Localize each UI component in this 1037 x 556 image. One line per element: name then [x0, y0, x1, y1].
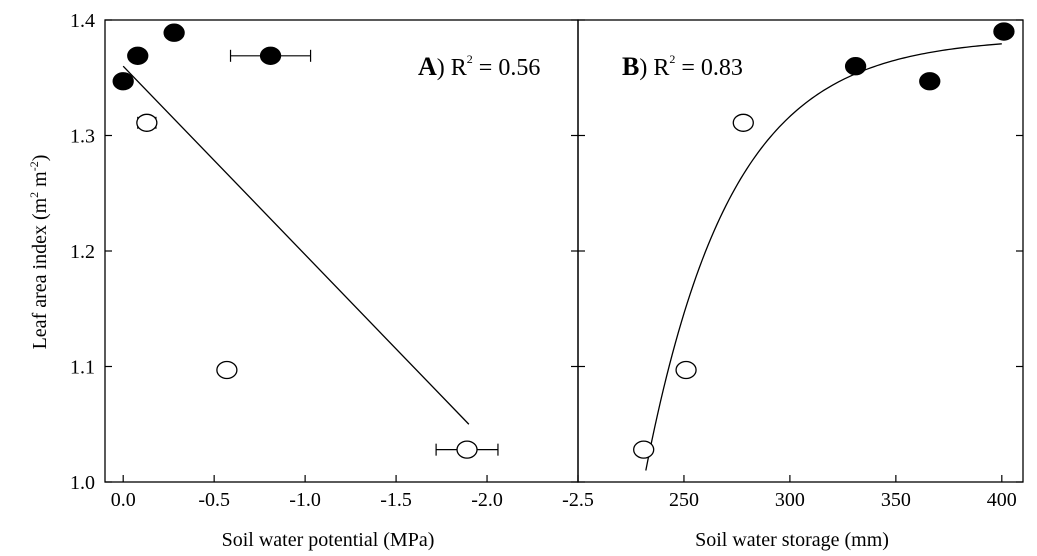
panel-b-frame — [577, 19, 1024, 483]
panel-b-points — [633, 22, 1015, 459]
panel-a-letter: A — [418, 52, 437, 81]
panel-b-x-tick-label: 300 — [775, 489, 805, 511]
panel-b-ticks: 250 300 350 400 — [578, 19, 1023, 511]
panel-a-y-tick-label: 1.1 — [70, 357, 95, 379]
y-axis-title-sup2: -2 — [27, 161, 41, 171]
panel-a-r2-label: ) R — [437, 55, 467, 81]
data-point-open — [216, 360, 238, 380]
panel-a-regression-line — [122, 65, 470, 425]
panel-a-x-tick-label: -2.5 — [562, 489, 594, 511]
y-axis-title-sup1: 2 — [27, 192, 41, 198]
data-point-open — [732, 113, 754, 132]
y-axis-title-mid: m — [29, 171, 51, 192]
data-point-filled — [844, 57, 867, 76]
panel-a-r2-value: = 0.56 — [473, 55, 541, 81]
panel-a: 0.0 -0.5 -1.0 -1.5 -2.0 -2.5 1.0 1.1 1.2 1.3 1.4 A… — [70, 10, 594, 551]
panel-b-x-axis-title: Soil water storage (mm) — [695, 529, 889, 551]
panel-a-fit-line — [122, 65, 470, 425]
panel-b-r2-label: ) R — [639, 55, 669, 81]
panel-b-x-tick-label: 250 — [669, 489, 699, 511]
panel-b-x-tick-label: 400 — [987, 489, 1017, 511]
y-axis-title: Leaf area index (m2 m-2) — [27, 155, 51, 350]
data-point-open — [675, 360, 697, 380]
panel-a-y-tick-label: 1.4 — [70, 10, 95, 32]
panel-a-x-tick-label: -1.5 — [380, 489, 412, 511]
y-axis-title-main: Leaf area index (m — [29, 197, 51, 349]
panel-a-x-axis-title: Soil water potential (MPa) — [222, 529, 435, 551]
panel-a-r2-sup: 2 — [467, 52, 473, 66]
data-point-filled — [259, 46, 282, 65]
panel-a-y-tick-label: 1.0 — [70, 472, 95, 494]
panel-a-points — [112, 23, 499, 459]
data-point-filled — [127, 46, 149, 65]
panel-a-x-tick-label: -1.0 — [289, 489, 321, 511]
data-point-filled — [163, 23, 185, 42]
panel-b-r2-value: = 0.83 — [675, 55, 743, 81]
data-point-open — [136, 113, 158, 132]
panel-a-x-tick-label: 0.0 — [111, 489, 136, 511]
panel-a-x-tick-label: -0.5 — [198, 489, 230, 511]
data-point-filled — [919, 72, 941, 91]
panel-a-ticks: 0.0 -0.5 -1.0 -1.5 -2.0 -2.5 1.0 1.1 1.2 1.3 1.4 — [70, 10, 594, 511]
y-axis-title-end: ) — [29, 155, 51, 162]
panel-b-fit-curve — [645, 43, 1002, 471]
panel-b-x-tick-label: 350 — [881, 489, 911, 511]
panel-b-letter: B — [622, 52, 639, 81]
panel-a-annotation: A) R2 = 0.56 — [418, 52, 540, 81]
data-point-filled — [112, 72, 134, 91]
panel-a-frame — [104, 19, 579, 483]
panel-b-annotation: B) R2 = 0.83 — [622, 52, 743, 81]
panel-a-y-tick-label: 1.3 — [70, 126, 95, 148]
data-point-open — [456, 440, 478, 459]
data-point-open — [633, 440, 655, 459]
panel-b: 250 300 350 400 B) R2 = 0.83 Soil water sto… — [577, 19, 1024, 551]
data-point-filled — [993, 22, 1015, 41]
panel-b-regression-curve — [645, 43, 1002, 471]
panel-b-r2-sup: 2 — [669, 52, 675, 66]
panel-a-x-tick-label: -2.0 — [471, 489, 503, 511]
panel-a-y-tick-label: 1.2 — [70, 241, 95, 263]
